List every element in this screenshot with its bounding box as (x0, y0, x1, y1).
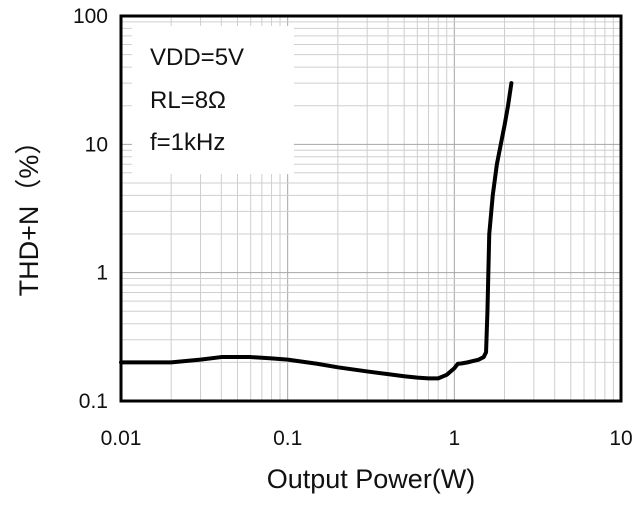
x-axis-label: Output Power(W) (267, 464, 476, 494)
y-axis-label: THD+N（%） (14, 128, 44, 297)
thd-curve (119, 81, 514, 381)
annotation-box (132, 26, 294, 174)
y-tick-label: 0.1 (79, 390, 108, 413)
annotation-vdd: VDD=5V (150, 44, 244, 71)
tick-labels: 0.01 0.1 1 10 0.1 1 10 100 (73, 5, 633, 450)
x-tick-label: 0.01 (101, 427, 142, 450)
y-tick-label: 1 (96, 262, 108, 285)
y-tick-label: 100 (73, 5, 108, 28)
annotation-freq: f=1kHz (150, 129, 225, 156)
series-layer (119, 81, 514, 381)
x-tick-label: 0.1 (273, 427, 302, 450)
plot-frame (119, 14, 623, 403)
x-tick-label: 10 (609, 427, 632, 450)
x-tick-label: 1 (448, 427, 460, 450)
y-tick-label: 10 (85, 133, 108, 156)
annotation-rl: RL=8Ω (150, 87, 226, 114)
